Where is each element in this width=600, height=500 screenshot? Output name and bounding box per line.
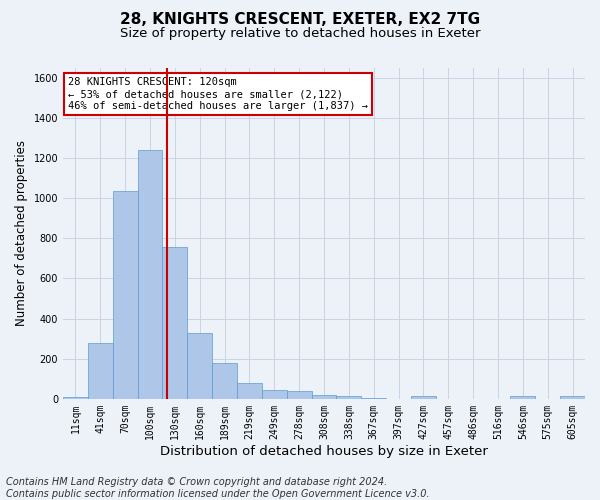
- Bar: [88, 342, 113, 399]
- Bar: [187, 332, 212, 399]
- Y-axis label: Number of detached properties: Number of detached properties: [15, 140, 28, 326]
- Text: 28 KNIGHTS CRESCENT: 120sqm
← 53% of detached houses are smaller (2,122)
46% of : 28 KNIGHTS CRESCENT: 120sqm ← 53% of det…: [68, 78, 368, 110]
- Text: Size of property relative to detached houses in Exeter: Size of property relative to detached ho…: [120, 26, 480, 40]
- Bar: [163, 247, 187, 399]
- Text: Contains HM Land Registry data © Crown copyright and database right 2024.
Contai: Contains HM Land Registry data © Crown c…: [6, 478, 430, 499]
- X-axis label: Distribution of detached houses by size in Exeter: Distribution of detached houses by size …: [160, 444, 488, 458]
- Bar: [137, 150, 163, 399]
- Bar: [411, 396, 436, 399]
- Bar: [262, 390, 287, 399]
- Text: 28, KNIGHTS CRESCENT, EXETER, EX2 7TG: 28, KNIGHTS CRESCENT, EXETER, EX2 7TG: [120, 12, 480, 26]
- Bar: [113, 191, 137, 399]
- Bar: [511, 396, 535, 399]
- Bar: [361, 398, 386, 399]
- Bar: [237, 383, 262, 399]
- Bar: [560, 396, 585, 399]
- Bar: [287, 391, 311, 399]
- Bar: [63, 397, 88, 399]
- Bar: [311, 395, 337, 399]
- Bar: [212, 362, 237, 399]
- Bar: [337, 396, 361, 399]
